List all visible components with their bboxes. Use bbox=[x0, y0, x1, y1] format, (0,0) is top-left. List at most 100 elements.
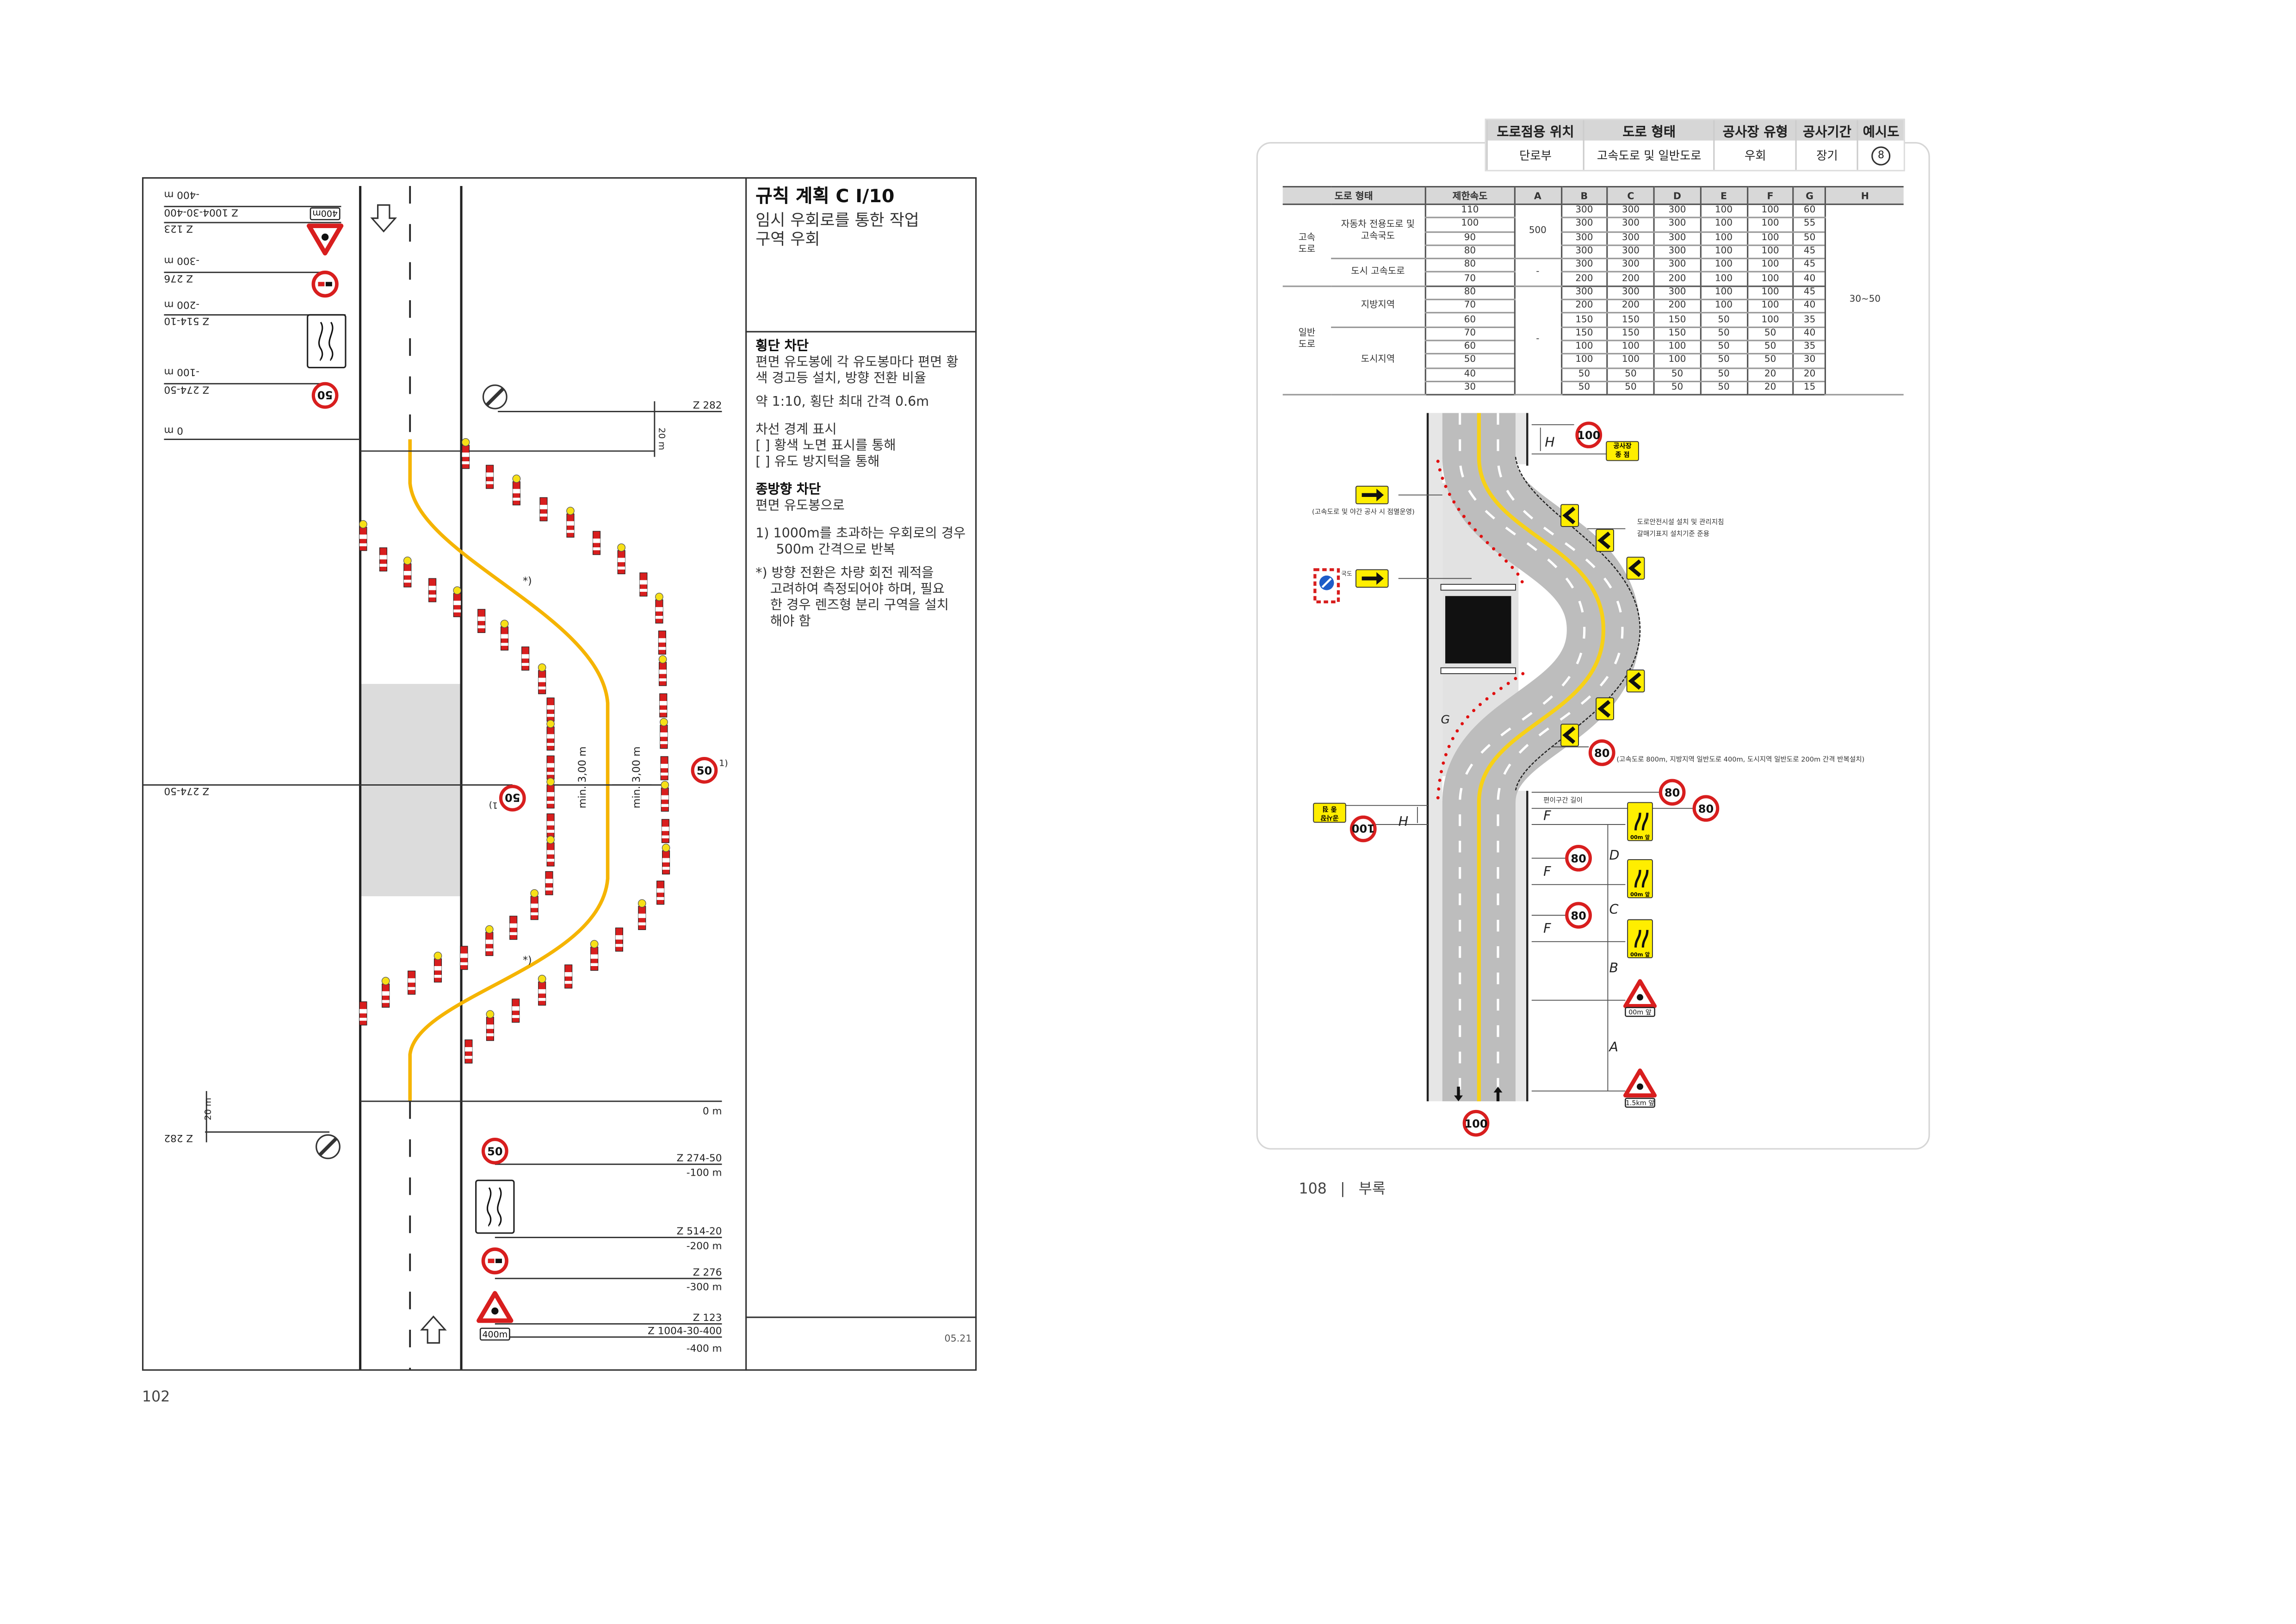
column-header: G bbox=[1793, 186, 1826, 205]
label-d100: -100 m bbox=[164, 366, 200, 378]
speed-limit-cell: 70 bbox=[1424, 272, 1515, 287]
plan-description: 횡단 차단 편면 유도봉에 각 유도봉마다 편면 황 색 경고등 설치, 방향 … bbox=[755, 340, 975, 631]
label-z282-top: Z 282 bbox=[693, 400, 722, 411]
value-cell: 50 bbox=[1700, 367, 1747, 382]
footer-separator: | bbox=[1340, 1182, 1345, 1198]
table-row: 100 300 300 300 100 100 55 bbox=[1283, 217, 1904, 233]
value-cell: 150 bbox=[1653, 313, 1701, 328]
national-road-label: 국도 bbox=[1341, 570, 1352, 577]
value-cell: 35 bbox=[1793, 313, 1826, 328]
section1-line3: 약 1:10, 횡단 최대 간격 0.6m bbox=[755, 395, 929, 410]
delineator-post bbox=[564, 964, 573, 989]
speed-value: 100 bbox=[1352, 822, 1375, 835]
table-row: 30 50 50 50 50 20 15 bbox=[1283, 381, 1904, 396]
roadwork-warning-sign-rotated bbox=[306, 223, 344, 256]
value-cell: 100 bbox=[1746, 245, 1794, 260]
plate-text: 00m 앞 bbox=[1628, 1008, 1652, 1016]
delineator-post bbox=[485, 925, 494, 956]
lane-dashes-right bbox=[1497, 413, 1624, 1102]
delineator-post bbox=[655, 593, 663, 624]
warning-light-icon bbox=[433, 951, 442, 960]
column-header: E bbox=[1700, 186, 1747, 205]
lane-marking-title: 차선 경계 표시 bbox=[755, 423, 837, 438]
warning-light-icon bbox=[655, 593, 663, 601]
note1-line2: 500m 간격으로 반복 bbox=[776, 543, 896, 558]
dim-d: D bbox=[1609, 848, 1620, 863]
delineator-post bbox=[521, 646, 530, 671]
delineator-post bbox=[464, 1039, 473, 1064]
value-cell: 100 bbox=[1653, 340, 1701, 355]
warning-light-icon bbox=[453, 586, 462, 595]
repeat-note: (고속도로 800m, 지방지역 일반도로 400m, 도시지역 일반도로 20… bbox=[1616, 756, 1864, 763]
left-page-frame bbox=[142, 177, 977, 1371]
dim-h-top: H bbox=[1545, 434, 1554, 450]
delineator-post bbox=[539, 497, 548, 521]
delineator-post bbox=[592, 531, 601, 555]
value-cell: 50 bbox=[1653, 367, 1701, 382]
label-b-d200: -200 m bbox=[687, 1240, 722, 1252]
value-cell: 300 bbox=[1560, 245, 1608, 260]
plate-text: 400m bbox=[482, 1330, 507, 1340]
lane-shift-sign bbox=[475, 1179, 515, 1234]
distance-plate: 400m bbox=[309, 207, 340, 221]
plate-text: 00m 앞 bbox=[1630, 891, 1650, 898]
distance-plate: 400m bbox=[479, 1327, 510, 1341]
warning-light-icon bbox=[530, 889, 539, 898]
delineator-post bbox=[460, 946, 468, 970]
header-value: 고속도로 및 일반도로 bbox=[1583, 140, 1714, 170]
delineator-post bbox=[546, 719, 555, 751]
warning-light-icon bbox=[660, 718, 668, 726]
road-type-subgroup: 자동차 전용도로 및 고속국도 bbox=[1331, 204, 1426, 260]
value-cell: 100 bbox=[1700, 231, 1747, 246]
value-cell: 15 bbox=[1793, 381, 1826, 396]
top-labels: -400 m Z 1004-30-400 Z 123 -300 m Z 276 … bbox=[164, 189, 722, 797]
dim-b: B bbox=[1609, 961, 1619, 976]
value-cell: 300 bbox=[1653, 217, 1701, 233]
speed-limit-cell: 80 bbox=[1424, 245, 1515, 260]
value-cell: 300 bbox=[1607, 231, 1654, 246]
left-shoulder bbox=[1428, 413, 1442, 1102]
plate-text: 00m 앞 bbox=[1630, 834, 1650, 841]
column-header: 도로 형태 bbox=[1282, 186, 1426, 205]
value-cell: 150 bbox=[1560, 327, 1608, 341]
speed-value: 50 bbox=[487, 1145, 502, 1158]
column-header: 제한속도 bbox=[1424, 186, 1515, 205]
value-cell: 45 bbox=[1793, 245, 1826, 260]
value-cell: 100 bbox=[1700, 204, 1747, 219]
road-type-subgroup: 지방지역 bbox=[1331, 286, 1426, 328]
header-col: 도로 형태 bbox=[1583, 120, 1714, 141]
header-value-text: 우회 bbox=[1744, 149, 1766, 162]
speed-value: 80 bbox=[1571, 852, 1586, 865]
speed-limit-cell: 110 bbox=[1424, 204, 1515, 219]
value-cell: 300 bbox=[1653, 259, 1701, 273]
plan-subtitle-1: 임시 우회로를 통한 작업 bbox=[755, 211, 919, 230]
delineator-post bbox=[379, 547, 388, 572]
roadwork-warning-sign-bottom bbox=[477, 1291, 514, 1323]
delineator-post bbox=[546, 777, 555, 809]
table-row: 고속 도로 자동차 전용도로 및 고속국도 110 500 300 300 300 100 10… bbox=[1282, 204, 1904, 396]
work-end-line1: 공사장 bbox=[1613, 442, 1631, 450]
chevron-note-1: 도로안전시설 설치 및 관리지침 bbox=[1637, 518, 1724, 526]
delineator-post bbox=[428, 578, 437, 602]
dim-f1: F bbox=[1543, 808, 1551, 824]
delineator-post bbox=[658, 630, 666, 655]
delineator-post bbox=[486, 465, 494, 489]
text-panel-divider-top bbox=[745, 331, 977, 333]
value-cell: 55 bbox=[1793, 217, 1826, 233]
label-b-d300: -300 m bbox=[687, 1282, 722, 1293]
value-cell: 300 bbox=[1560, 204, 1608, 219]
speed-value: 100 bbox=[1464, 1117, 1487, 1130]
speed-value: 50 bbox=[697, 764, 712, 777]
delineator-post bbox=[538, 974, 546, 1006]
column-header: B bbox=[1560, 186, 1608, 205]
speed-limit-cell: 60 bbox=[1424, 313, 1515, 328]
value-cell: 100 bbox=[1746, 217, 1794, 233]
example-number-badge: 8 bbox=[1871, 145, 1891, 165]
delineator-post bbox=[658, 655, 667, 686]
speed-limit-cell: 90 bbox=[1424, 231, 1515, 246]
plan-title: 규칙 계획 C I/10 bbox=[755, 184, 895, 207]
road-type-subgroup: 도시지역 bbox=[1331, 327, 1426, 396]
lane-shift-ahead-sign: 00m 앞 bbox=[1627, 859, 1653, 899]
